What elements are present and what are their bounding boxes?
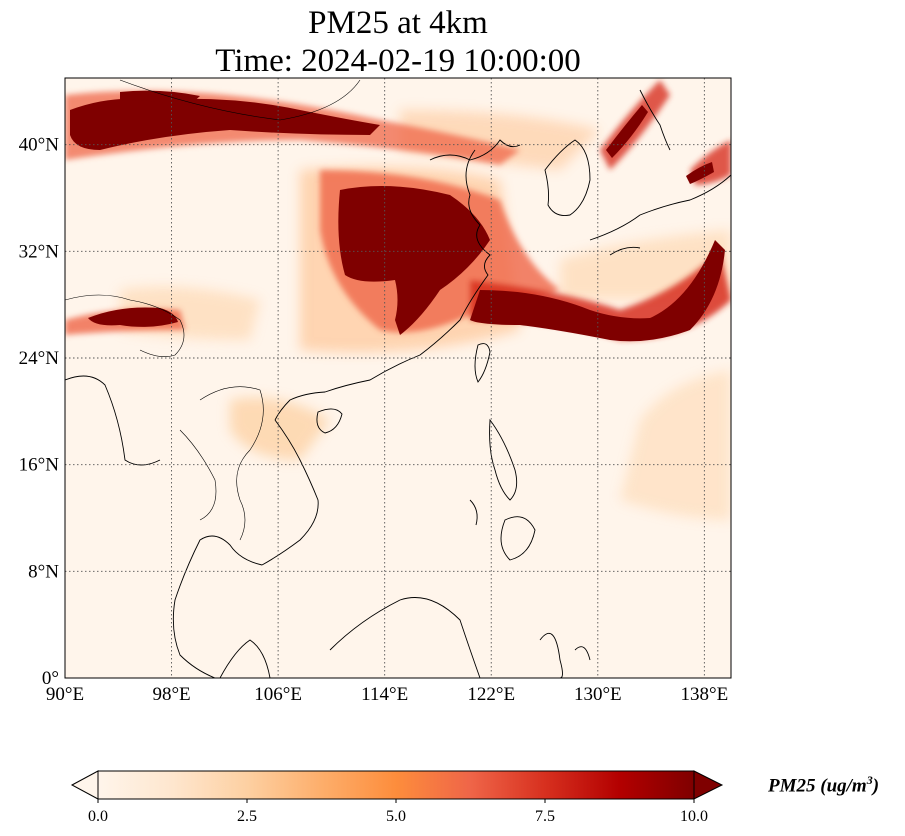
lat-tick-label: 8°N (28, 561, 59, 582)
lat-tick-label: 16°N (19, 455, 60, 476)
colorbar: 0.0 2.5 5.0 7.5 10.0 (70, 770, 724, 825)
longitude-labels: 90°E 98°E 106°E 114°E 122°E 130°E 138°E (46, 684, 728, 705)
pm25-field (65, 78, 731, 678)
lat-tick-label: 32°N (19, 241, 60, 262)
colorbar-extend-max (693, 770, 724, 800)
colorbar-extend-min (70, 770, 99, 800)
colorbar-gradient (97, 770, 695, 800)
colorbar-tick-label: 10.0 (680, 808, 708, 825)
colorbar-label: PM25 (ug/m3) (768, 773, 880, 797)
colorbar-tick-label: 2.5 (237, 808, 257, 825)
lon-tick-label: 98°E (152, 684, 190, 705)
map-title-line-1: PM25 at 4km (308, 5, 488, 41)
dark-plumes (70, 90, 725, 342)
lon-tick-label: 138°E (681, 684, 729, 705)
lon-tick-label: 130°E (574, 684, 622, 705)
colorbar-tick-label: 5.0 (386, 808, 406, 825)
latitude-labels: 0° 8°N 16°N 24°N 32°N 40°N (19, 135, 60, 689)
lat-tick-label: 24°N (19, 348, 60, 369)
lat-tick-label: 0° (42, 668, 59, 689)
colorbar-ticks: 0.0 2.5 5.0 7.5 10.0 (88, 799, 708, 825)
lat-tick-label: 40°N (19, 135, 60, 156)
map-title-line-2: Time: 2024-02-19 10:00:00 (215, 43, 581, 79)
coastlines (65, 79, 731, 678)
colorbar-tick-label: 7.5 (535, 808, 555, 825)
lon-tick-label: 90°E (46, 684, 84, 705)
map-frame (64, 77, 732, 679)
gridlines (65, 78, 731, 678)
lon-tick-label: 114°E (361, 684, 408, 705)
colorbar-tick-label: 0.0 (88, 808, 108, 825)
lon-tick-label: 106°E (254, 684, 302, 705)
lon-tick-label: 122°E (467, 684, 515, 705)
